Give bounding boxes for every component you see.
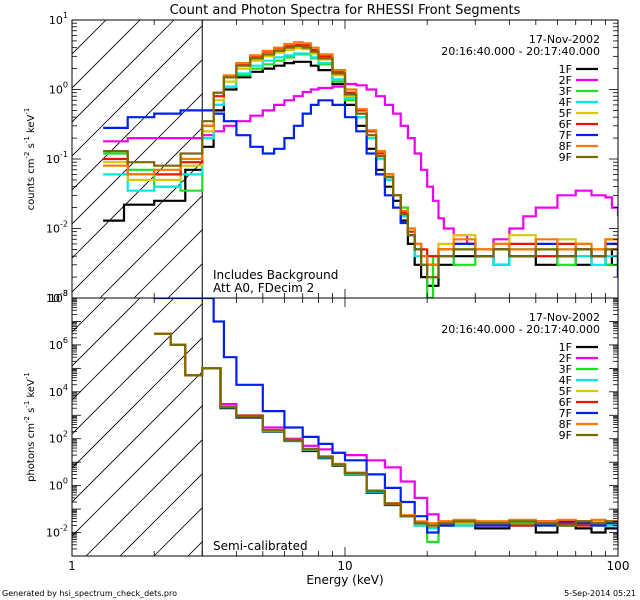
top-legend-label-1f: 1F [559,63,572,76]
bottom-y-tick-label: 104 [49,383,68,399]
bottom-legend-label-3f: 3F [559,363,572,376]
bottom-x-tick-label: 1 [68,559,76,573]
bottom-series-3f [154,332,618,543]
bottom-hatch-line [72,337,203,469]
bottom-hatch-line [85,439,203,556]
bottom-series-5f [154,332,618,527]
top-legend-label-6f: 6F [559,118,572,131]
top-date-label: 17-Nov-2002 [529,33,600,46]
bottom-hatch-line [72,371,203,503]
top-y-tick-label: 10-1 [46,150,68,166]
top-legend-label-8f: 8F [559,140,572,153]
bottom-series-9f [154,332,618,527]
bottom-legend-label-9f: 9F [559,429,572,442]
x-axis-label: Energy (keV) [306,573,383,587]
top-annotation: Includes Background [213,268,338,282]
bottom-series-8f [154,332,618,525]
top-hatch-line [72,127,203,259]
bottom-y-axis-label: photons cm-2 s-1 keV-1 [23,372,37,482]
top-hatch-line [133,229,203,298]
bottom-hatch-line [153,507,203,556]
bottom-y-tick-label: 108 [49,289,68,305]
top-hatch-line [72,25,203,157]
bottom-hatch-line [72,405,203,537]
top-y-tick-label: 10-2 [46,220,68,236]
top-shaded-region [72,20,203,298]
top-legend-label-5f: 5F [559,107,572,120]
bottom-annotation: Semi-calibrated [213,539,308,553]
bottom-date-label: 17-Nov-2002 [529,311,600,324]
top-legend-label-9f: 9F [559,151,572,164]
top-hatch-line [72,20,175,123]
bottom-series-1f [154,332,618,540]
count-spectrum-panel: 10-3 10-2 10-1 100 101 counts cm-2 s-1 keV-1 1… [23,11,619,305]
top-y-tick-label: 100 [49,81,68,97]
chart-title: Count and Photon Spectra for RHESSI Fron… [170,3,521,18]
top-y-axis-label: counts cm-2 s-1 keV-1 [23,108,37,211]
footer-date-text: 5-Sep-2014 05:21 [564,589,636,598]
bottom-series-group [154,298,618,543]
bottom-legend-label-6f: 6F [559,396,572,409]
top-series-2f [103,82,618,251]
top-hatch-line [72,59,203,191]
bottom-hatch-line [72,298,107,333]
bottom-x-tick-label: 10 [337,559,352,573]
bottom-plot-frame [71,297,619,557]
top-hatch-line [72,20,141,89]
bottom-legend-label-7f: 7F [559,407,572,420]
bottom-legend-label-2f: 2F [559,352,572,365]
top-time-label: 20:16:40.000 - 20:17:40.000 [441,45,600,58]
top-y-tick-label: 10-3 [46,289,68,305]
top-annotation: Att A0, FDecim 2 [213,281,314,295]
bottom-y-tick-label: 10-2 [46,524,68,540]
bottom-legend-label-8f: 8F [559,418,572,431]
bottom-hatch-line [72,298,175,401]
top-legend-label-2f: 2F [559,74,572,87]
top-legend-label-3f: 3F [559,85,572,98]
top-legend-label-4f: 4F [559,96,572,109]
top-legend-label-7f: 7F [559,129,572,142]
bottom-legend-label-4f: 4F [559,374,572,387]
top-y-tick-label: 101 [49,11,68,27]
top-hatch-line [72,93,203,225]
bottom-shaded-region [72,298,203,556]
bottom-time-label: 20:16:40.000 - 20:17:40.000 [441,323,600,336]
bottom-legend-label-5f: 5F [559,385,572,398]
bottom-y-tick-label: 102 [49,430,68,446]
bottom-x-tick-label: 100 [607,559,630,573]
bottom-y-tick-label: 106 [49,336,68,352]
bottom-legend-label-1f: 1F [559,341,572,354]
bottom-series-2f [154,332,618,527]
bottom-hatch-line [119,473,203,556]
top-hatch-line [72,161,203,293]
bottom-y-tick-label: 100 [49,477,68,493]
top-hatch-line [99,195,203,298]
bottom-hatch-line [72,303,203,435]
bottom-series-6f [154,332,618,527]
bottom-hatch-line [72,298,141,367]
photon-spectrum-panel: 1 10 100 10-2 100 102 104 106 108 photons cm-2 s-… [23,289,630,573]
top-series-group [103,41,618,298]
bottom-series-4f [154,332,618,530]
footer-generator-text: Generated by hsi_spectrum_check_dets.pro [2,589,177,598]
top-series-9f [103,45,618,279]
top-series-6f [103,43,618,258]
